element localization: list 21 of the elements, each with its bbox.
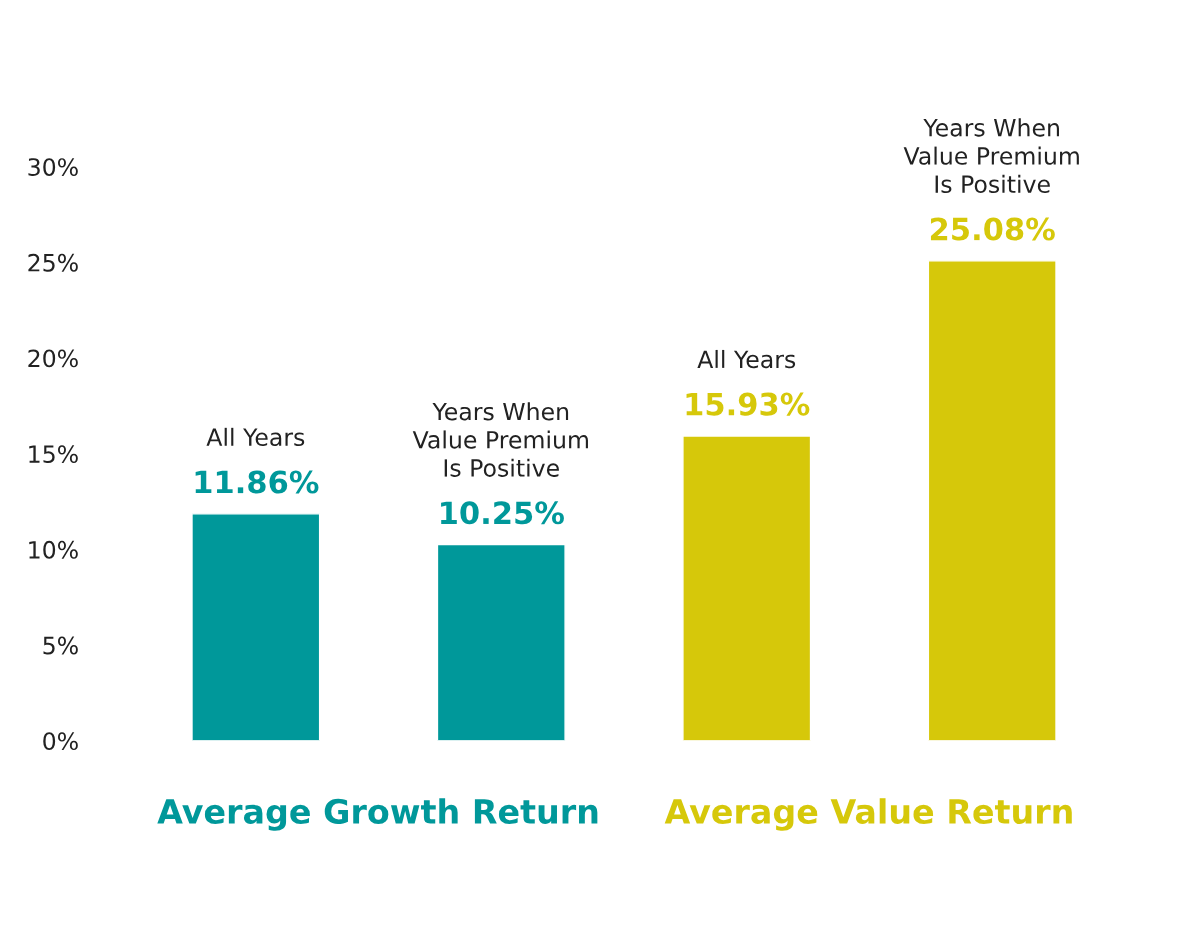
y-tick-label: 30%	[28, 158, 78, 176]
y-tick-label: 15%	[29, 445, 78, 464]
text: Average Value Return	[664, 798, 1072, 831]
y-tick-label: 20%	[28, 349, 78, 368]
bar	[927, 260, 1057, 741]
y-tick-label: 0%	[43, 732, 78, 751]
data-label: 11.86%	[195, 470, 319, 494]
data-label: 25.08%	[930, 217, 1055, 241]
x-tick-label: All Years	[697, 349, 796, 369]
x-tick-label: Years When Value Premium Is Positive	[903, 118, 1079, 194]
data-label: 10.25%	[441, 501, 564, 525]
x-tick-label: Years When Value Premium Is Positive	[412, 402, 588, 477]
bar	[191, 513, 321, 741]
data-label: 15.93%	[686, 392, 810, 416]
y-tick-label: 25%	[28, 253, 78, 272]
y-tick-label: 10%	[29, 540, 78, 559]
x-tick-label: All Years	[206, 427, 305, 447]
y-tick-label: 5%	[43, 636, 78, 655]
bar	[436, 543, 566, 741]
text: Average Growth Return	[157, 798, 598, 831]
bar	[682, 435, 812, 741]
